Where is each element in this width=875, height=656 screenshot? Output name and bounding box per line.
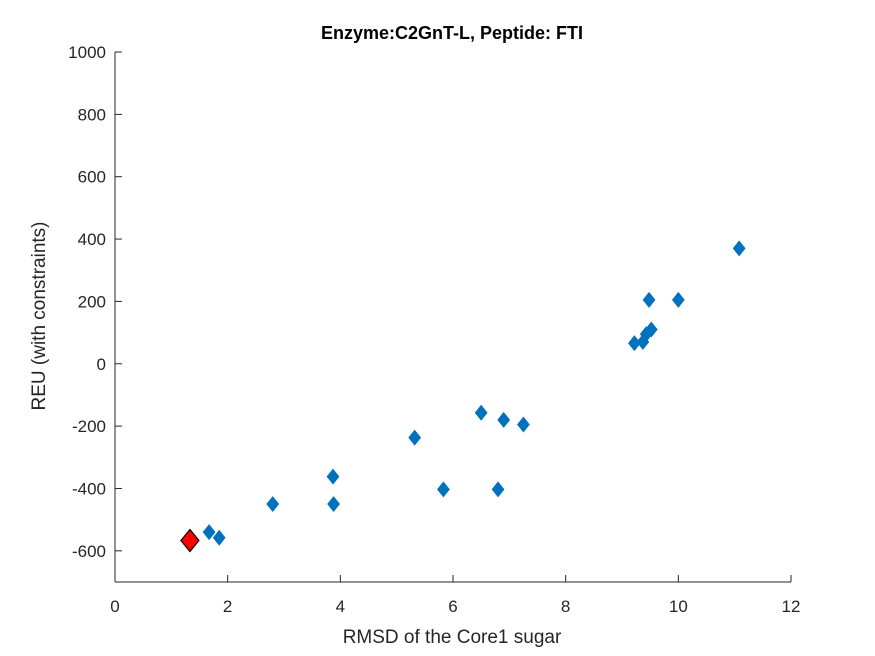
data-point: [517, 416, 530, 433]
x-tick-label: 2: [223, 597, 232, 616]
y-tick-label: 200: [78, 292, 106, 311]
highlight-point: [180, 528, 200, 553]
data-point: [732, 240, 746, 257]
x-axis-label: RMSD of the Core1 sugar: [343, 627, 562, 648]
data-point: [642, 291, 656, 308]
data-points: [180, 240, 746, 553]
data-point: [212, 529, 226, 546]
x-tick-label: 6: [448, 597, 457, 616]
y-tick-label: 600: [78, 168, 106, 187]
ticks: 0 2 4 6 8 10 12 -600 -400 -200 0 200 400 600 800 1000: [68, 43, 800, 616]
y-tick-label: -400: [72, 479, 106, 498]
y-tick-label: 1000: [68, 43, 106, 62]
data-point: [497, 411, 511, 428]
y-tick-label: -200: [72, 417, 106, 436]
data-point: [644, 321, 658, 338]
x-tick-label: 12: [782, 597, 801, 616]
x-tick-label: 10: [669, 597, 688, 616]
y-tick-label: 0: [97, 355, 106, 374]
data-point: [327, 496, 340, 513]
x-tick-label: 4: [336, 597, 345, 616]
data-point: [266, 496, 280, 513]
data-point: [437, 481, 450, 498]
data-point: [491, 481, 505, 498]
y-axis-label: REU (with constraints): [29, 222, 50, 411]
chart-title: Enzyme:C2GnT-L, Peptide: FTI: [321, 23, 583, 43]
y-tick-label: 400: [78, 230, 106, 249]
x-tick-label: 0: [110, 597, 119, 616]
data-point: [202, 524, 216, 541]
data-point: [408, 429, 422, 446]
data-point: [326, 468, 340, 485]
x-tick-label: 8: [561, 597, 570, 616]
data-point: [474, 404, 488, 421]
y-tick-label: -600: [72, 542, 106, 561]
y-tick-label: 800: [78, 105, 106, 124]
data-point: [671, 291, 685, 308]
